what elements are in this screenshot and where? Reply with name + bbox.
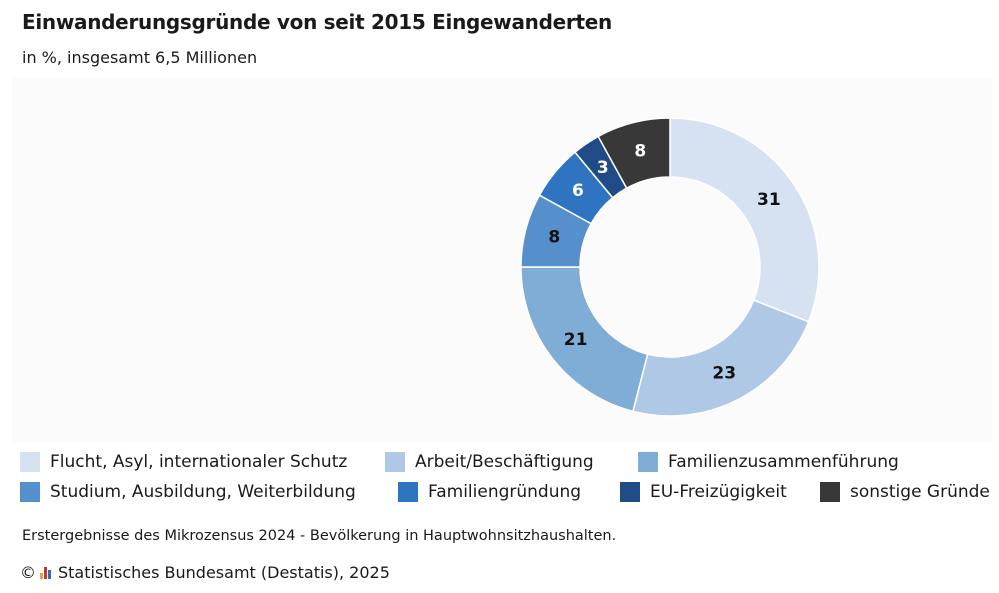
legend-item: Familienzusammenführung — [638, 452, 899, 472]
slice-value-label: 21 — [564, 330, 588, 350]
legend-label: Familiengründung — [428, 482, 582, 502]
legend-swatch — [620, 482, 640, 502]
legend-label: Familienzusammenführung — [668, 452, 899, 472]
slice-value-label: 8 — [634, 141, 646, 161]
slice-value-label: 23 — [712, 363, 736, 383]
legend-label: EU-Freizügigkeit — [650, 482, 787, 502]
destatis-logo-icon — [40, 566, 52, 579]
legend-item: Arbeit/Beschäftigung — [385, 452, 594, 472]
donut-slice — [597, 117, 671, 190]
legend-label: Studium, Ausbildung, Weiterbildung — [50, 482, 356, 502]
legend-item: Studium, Ausbildung, Weiterbildung — [20, 482, 356, 502]
legend-swatch — [820, 482, 840, 502]
donut-slice — [632, 299, 810, 417]
source-note: Erstergebnisse des Mikrozensus 2024 - Be… — [22, 528, 617, 544]
legend-swatch — [20, 482, 40, 502]
page-title: Einwanderungsgründe von seit 2015 Eingew… — [22, 10, 612, 34]
legend-swatch — [385, 452, 405, 472]
slice-value-label: 3 — [597, 158, 609, 178]
page-subtitle: in %, insgesamt 6,5 Millionen — [22, 48, 258, 67]
legend-label: Flucht, Asyl, internationaler Schutz — [50, 452, 348, 472]
legend-swatch — [20, 452, 40, 472]
legend-item: Familiengründung — [398, 482, 581, 502]
copyright: © Statistisches Bundesamt (Destatis), 20… — [20, 563, 390, 582]
legend-label: Arbeit/Beschäftigung — [415, 452, 594, 472]
slice-value-label: 6 — [572, 181, 584, 201]
legend-item: EU-Freizügigkeit — [620, 482, 787, 502]
donut-slice — [669, 117, 820, 323]
copyright-text: Statistisches Bundesamt (Destatis), 2025 — [58, 563, 390, 582]
legend-item: sonstige Gründe — [820, 482, 990, 502]
legend-swatch — [398, 482, 418, 502]
legend-label: sonstige Gründe — [850, 482, 990, 502]
legend-item: Flucht, Asyl, internationaler Schutz — [20, 452, 347, 472]
slice-value-label: 31 — [757, 190, 781, 210]
copyright-symbol: © — [20, 563, 36, 582]
donut-chart: 31 23 21 8 63 8 — [520, 117, 820, 417]
chart-area: 31 23 21 8 6 3 8 — [12, 78, 992, 443]
slice-value-label: 8 — [548, 227, 560, 247]
legend-swatch — [638, 452, 658, 472]
